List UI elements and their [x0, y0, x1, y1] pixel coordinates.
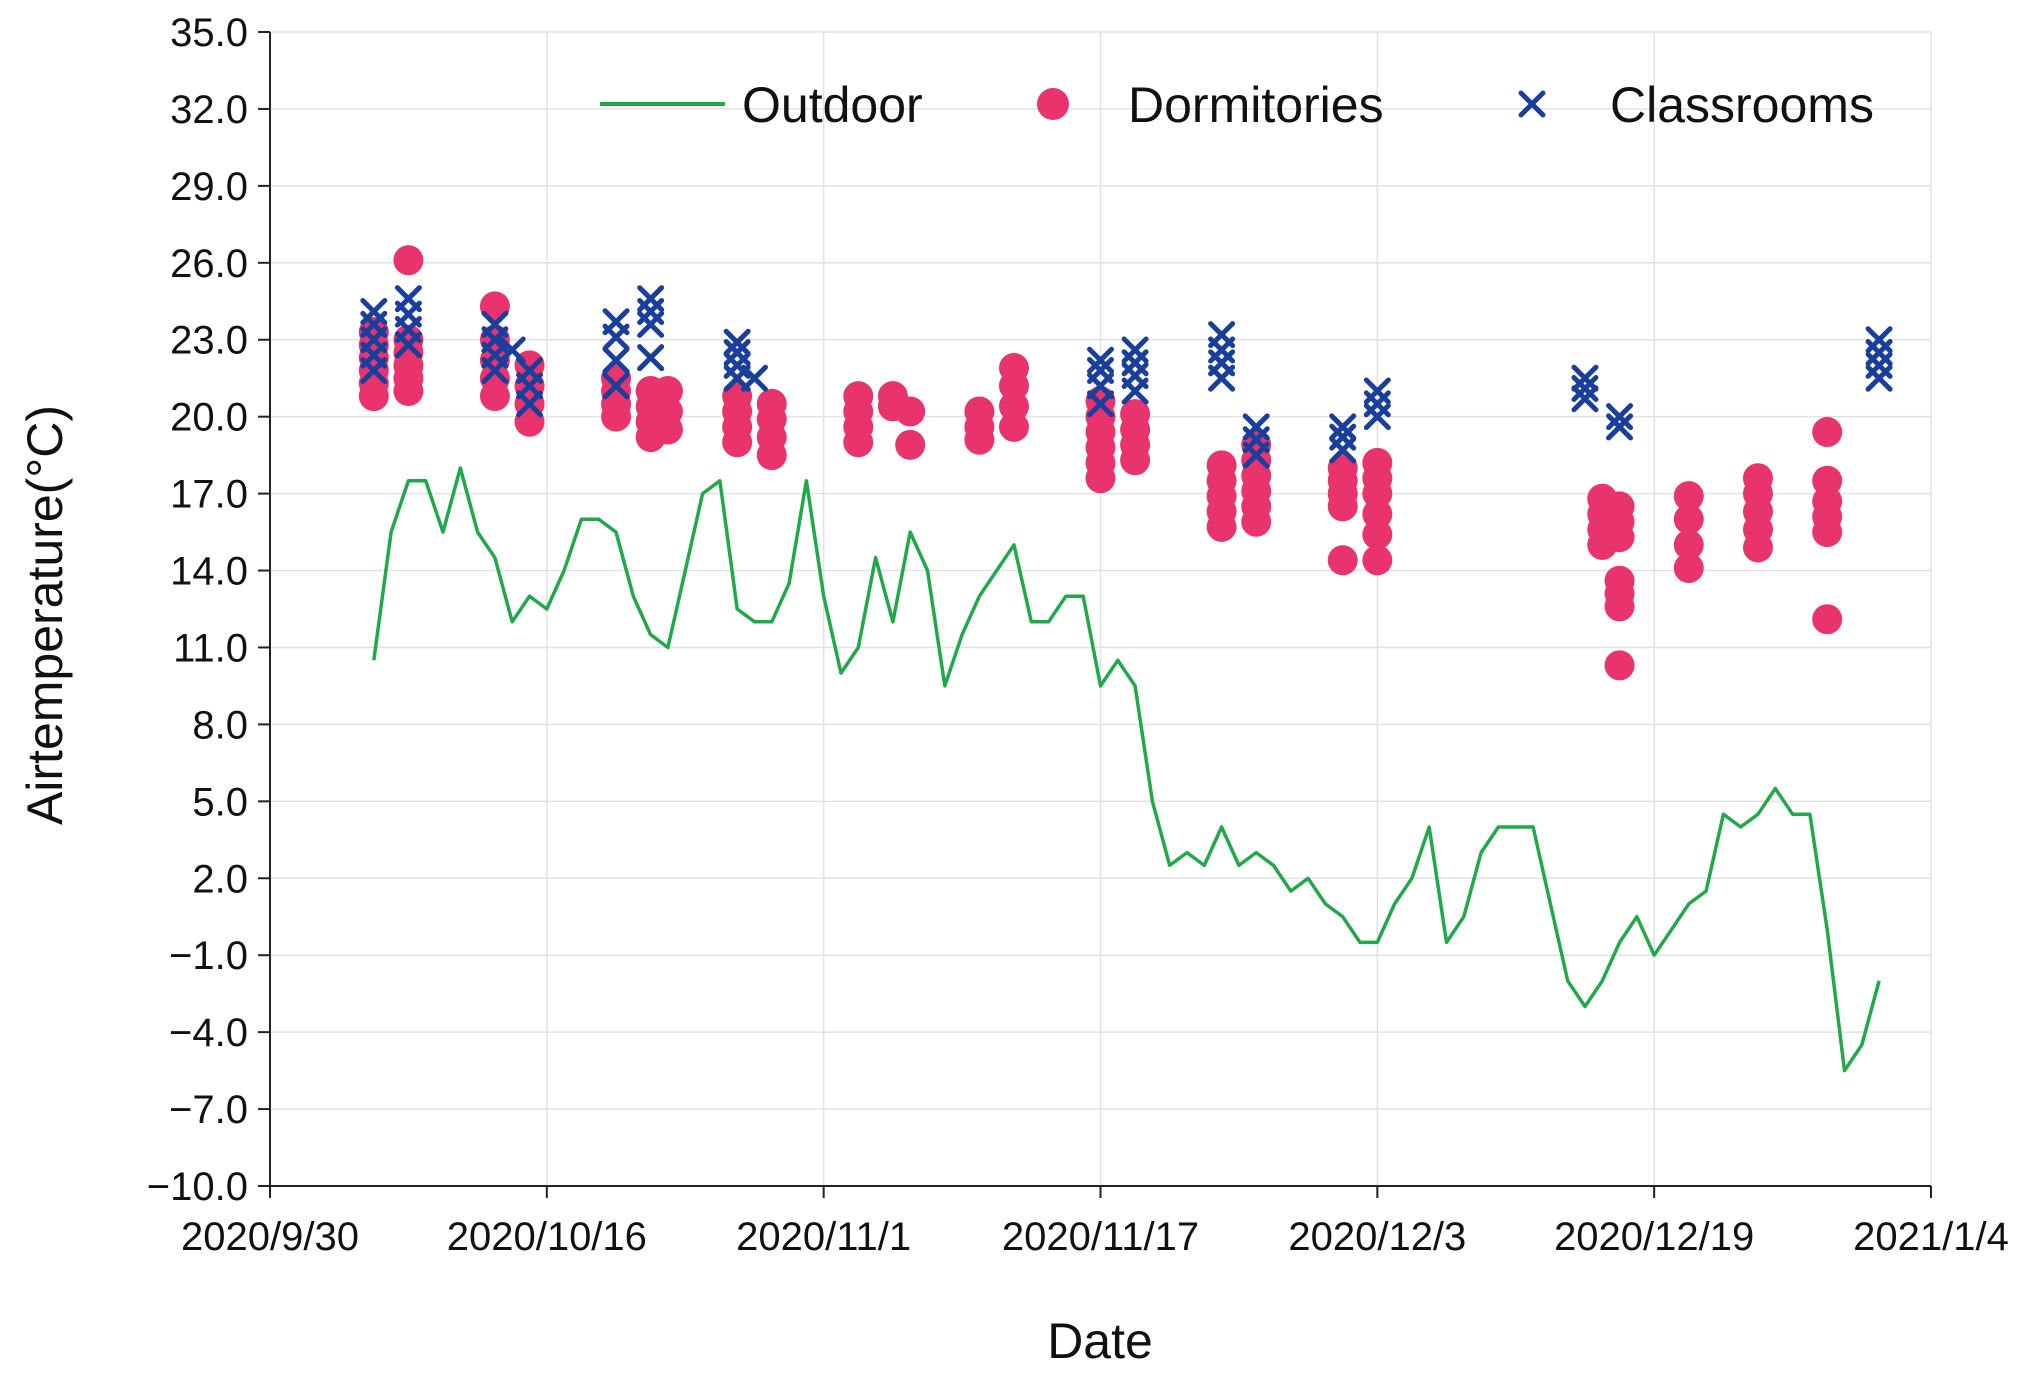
outdoor-line	[372, 466, 1881, 1073]
x-tick-label: 2020/11/17	[1002, 1215, 1199, 1259]
y-tick-label: −7.0	[169, 1088, 248, 1132]
classroom-point	[1571, 364, 1599, 392]
y-tick-label: 8.0	[192, 703, 248, 747]
dormitory-point	[998, 391, 1029, 422]
classroom-point	[394, 285, 422, 313]
classroom-point	[1571, 374, 1599, 402]
classroom-point	[1087, 346, 1114, 374]
classroom-point	[723, 328, 751, 356]
classroom-point	[1606, 413, 1634, 441]
x-tick-labels: 2020/9/30 2020/10/16 2020/11/1 2020/11/17 20…	[181, 1186, 2009, 1259]
legend-x-mark	[1518, 90, 1546, 118]
classroom-point	[1208, 321, 1236, 349]
classroom-point	[602, 346, 630, 374]
dormitory-point	[1327, 545, 1358, 576]
y-tick-label: 26.0	[170, 242, 248, 286]
y-tick-label: −10.0	[147, 1165, 248, 1209]
classroom-point	[1865, 326, 1893, 354]
classrooms-series	[360, 285, 1893, 469]
legend: Outdoor Dormitories Classrooms	[600, 77, 1874, 133]
x-tick-label: 2020/12/19	[1554, 1215, 1754, 1259]
classroom-point	[723, 339, 751, 367]
outdoor-series	[372, 466, 1881, 1073]
x-axis-title: Date	[1047, 1313, 1153, 1369]
dormitory-point	[964, 396, 995, 427]
legend-classrooms-swatch	[1518, 90, 1546, 118]
y-tick-label: 5.0	[192, 780, 248, 824]
legend-dormitories-label: Dormitories	[1128, 77, 1384, 133]
classroom-point	[740, 364, 768, 392]
dormitory-point	[1604, 650, 1635, 681]
legend-dormitories-swatch	[1037, 88, 1069, 120]
dormitory-point	[479, 345, 510, 376]
x-tick-label: 2020/9/30	[181, 1215, 359, 1259]
x-tick-label: 2020/11/1	[736, 1215, 911, 1259]
classroom-point	[602, 308, 630, 336]
dormitory-point	[1206, 450, 1237, 481]
dormitory-point	[998, 411, 1029, 442]
dormitory-point	[756, 388, 787, 419]
classroom-point	[1329, 413, 1357, 441]
y-tick-label: 2.0	[192, 857, 248, 901]
dormitory-point	[652, 396, 683, 427]
dormitory-point	[1604, 491, 1635, 522]
y-tick-label: 11.0	[173, 626, 248, 670]
dormitory-point	[1120, 399, 1151, 430]
dormitory-point	[1812, 486, 1843, 517]
dormitory-point	[652, 376, 683, 407]
dormitory-point	[1742, 463, 1773, 494]
dormitory-point	[1812, 417, 1843, 448]
dormitory-point	[1812, 465, 1843, 496]
y-tick-labels: 35.0 32.0 29.0 26.0 23.0 20.0 17.0 14.0 11.0 8.0 5…	[147, 11, 270, 1209]
classroom-point	[1121, 336, 1149, 364]
legend-outdoor-label: Outdoor	[742, 77, 923, 133]
dormitory-point	[1812, 604, 1843, 635]
y-tick-label: 17.0	[170, 473, 248, 517]
dormitory-point	[1604, 565, 1635, 596]
dormitory-point	[843, 381, 874, 412]
x-tick-label: 2021/1/4	[1853, 1215, 2009, 1259]
dormitory-point	[998, 352, 1029, 383]
classroom-point	[1087, 357, 1114, 385]
legend-classrooms-label: Classrooms	[1610, 77, 1874, 133]
dormitory-point	[1362, 519, 1393, 550]
x-tick-label: 2020/12/3	[1288, 1215, 1466, 1259]
dormitory-point	[895, 429, 926, 460]
classroom-point	[637, 344, 665, 372]
y-tick-label: 29.0	[170, 165, 248, 209]
classroom-point	[637, 285, 665, 313]
dormitory-point	[1673, 529, 1704, 560]
dormitory-point	[1673, 504, 1704, 535]
dormitory-point	[895, 396, 926, 427]
classroom-point	[602, 372, 630, 400]
y-tick-label: 20.0	[170, 396, 248, 440]
dormitory-point	[1362, 447, 1393, 478]
y-tick-label: −1.0	[169, 934, 248, 978]
x-tick-label: 2020/10/16	[447, 1215, 647, 1259]
y-tick-label: −4.0	[169, 1011, 248, 1055]
classroom-point	[481, 310, 509, 338]
classroom-point	[1606, 403, 1634, 431]
dormitories-series	[358, 245, 1843, 681]
classroom-point	[1571, 385, 1599, 413]
dormitory-point	[1362, 499, 1393, 530]
classroom-point	[1242, 413, 1270, 441]
y-tick-label: 23.0	[170, 319, 248, 363]
classroom-point	[516, 357, 544, 385]
classroom-point	[1363, 377, 1391, 405]
y-tick-label: 32.0	[170, 88, 248, 132]
dormitory-point	[393, 324, 424, 355]
y-axis-title: Airtemperature(°C)	[17, 405, 73, 825]
classroom-point	[360, 298, 388, 326]
y-tick-label: 35.0	[170, 11, 248, 55]
classroom-point	[1329, 423, 1357, 451]
dormitory-point	[1673, 552, 1704, 583]
dormitory-point	[393, 245, 424, 276]
dormitory-point	[358, 317, 389, 348]
dormitory-point	[1673, 481, 1704, 512]
dormitory-point	[1362, 545, 1393, 576]
y-tick-label: 14.0	[170, 550, 248, 594]
